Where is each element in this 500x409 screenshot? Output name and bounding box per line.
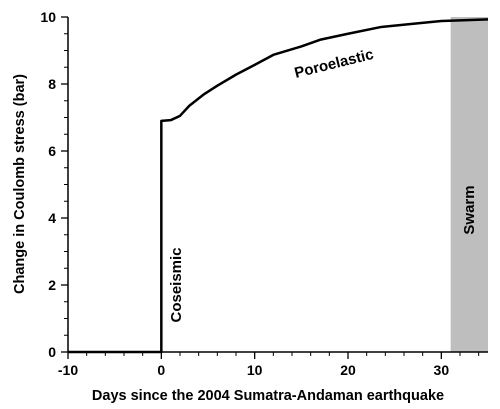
x-tick-label-10: 10	[247, 362, 263, 378]
annotation-poroelastic: Poroelastic	[293, 46, 376, 82]
shade-layer: Swarm	[450, 17, 488, 352]
swarm-region	[450, 17, 488, 352]
y-tick-label-4: 4	[48, 210, 56, 226]
annotation-coseismic: Coseismic	[168, 247, 185, 322]
series-line-0	[68, 18, 489, 354]
swarm-label: Swarm	[461, 185, 478, 234]
y-tick-label-8: 8	[48, 76, 56, 92]
x-tick-label-30: 30	[434, 362, 450, 378]
label-layer: Poroelastic Coseismic	[168, 46, 376, 323]
x-tick-label-0: 0	[157, 362, 165, 378]
y-tick-label-0: 0	[48, 344, 56, 360]
y-tick-label-6: 6	[48, 143, 56, 159]
x-tick-label--10: -10	[58, 362, 78, 378]
y-tick-label-10: 10	[40, 9, 56, 25]
series-layer	[68, 18, 489, 354]
y-axis-label: Change in Coulomb stress (bar)	[12, 74, 28, 294]
x-axis-label: Days since the 2004 Sumatra-Andaman eart…	[92, 388, 444, 404]
y-tick-label-2: 2	[48, 277, 56, 293]
x-tick-label-20: 20	[340, 362, 356, 378]
